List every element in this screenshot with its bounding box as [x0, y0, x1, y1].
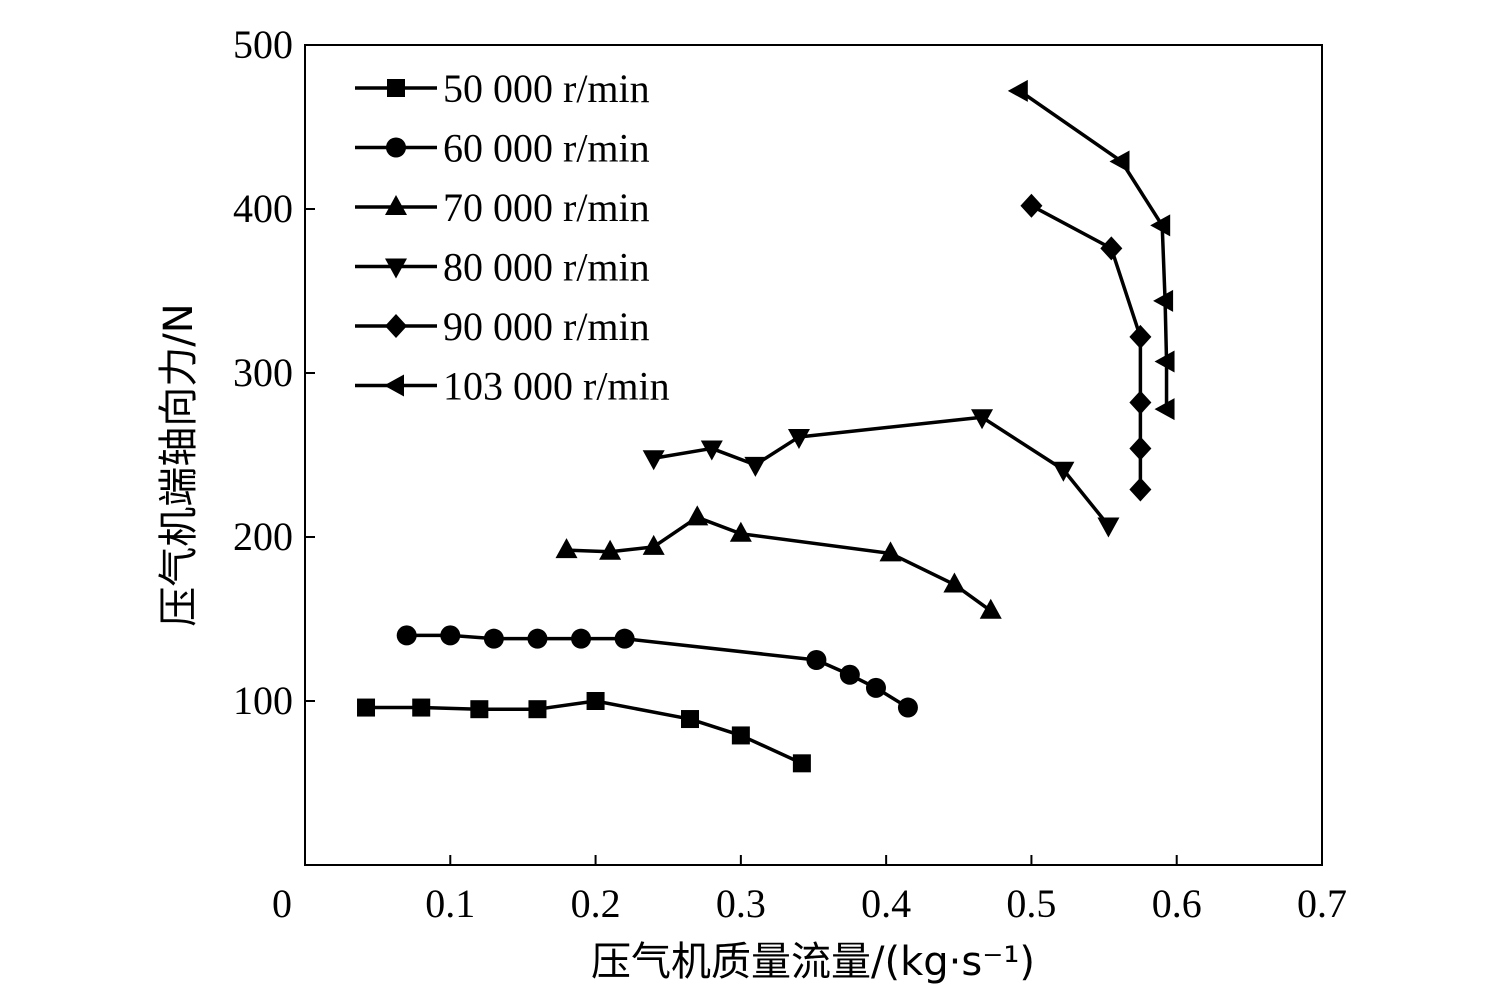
legend-label: 90 000 r/min	[443, 304, 650, 349]
data-point	[1129, 390, 1152, 415]
legend-label: 103 000 r/min	[443, 364, 670, 409]
legend-marker	[384, 374, 404, 397]
data-point	[527, 628, 548, 649]
data-point	[1129, 436, 1152, 461]
legend-marker	[385, 195, 407, 215]
x-tick-label: 0	[272, 881, 292, 926]
data-point	[1129, 324, 1152, 349]
legend-item: 70 000 r/min	[355, 185, 650, 230]
series-line	[406, 633, 909, 710]
data-point	[1109, 150, 1130, 173]
data-point	[897, 697, 918, 718]
data-point	[787, 428, 810, 449]
legend-label: 60 000 r/min	[443, 126, 650, 171]
y-tick-label: 400	[233, 186, 293, 231]
data-point	[528, 700, 547, 719]
y-tick-label: 500	[233, 22, 293, 67]
x-tick-label: 0.5	[1006, 881, 1056, 926]
data-point	[396, 625, 417, 646]
legend: 50 000 r/min 60 000 r/min 70 000 r/min 80 0…	[355, 66, 670, 409]
data-point	[642, 534, 665, 555]
x-tick-label: 0.1	[425, 881, 475, 926]
data-point	[879, 541, 902, 562]
legend-marker	[385, 314, 407, 338]
legend-item: 90 000 r/min	[355, 304, 650, 349]
data-point	[1154, 398, 1175, 421]
data-point	[586, 692, 605, 710]
data-point	[1150, 214, 1171, 237]
data-point	[971, 409, 994, 430]
plot-frame	[304, 44, 1323, 866]
data-point	[731, 726, 750, 745]
series-line	[653, 415, 1110, 527]
y-tick-label: 200	[233, 514, 293, 559]
series-line	[566, 515, 992, 613]
series-layer	[357, 79, 1175, 773]
data-point	[686, 505, 709, 526]
data-point	[729, 521, 752, 542]
data-point	[1007, 79, 1028, 102]
data-point	[412, 698, 431, 717]
legend-marker	[385, 258, 407, 279]
data-point	[806, 650, 827, 670]
x-tick-label: 0.7	[1297, 881, 1347, 926]
legend-label: 50 000 r/min	[443, 66, 650, 111]
series-2	[396, 625, 918, 718]
legend-label: 70 000 r/min	[443, 185, 650, 230]
x-tick-label: 0.3	[716, 881, 766, 926]
data-point	[440, 625, 461, 646]
y-axis-ticks: 100 200 300 400 500	[233, 22, 315, 723]
legend-item: 80 000 r/min	[355, 245, 650, 290]
data-point	[700, 440, 723, 461]
data-point	[1100, 236, 1123, 261]
data-point	[571, 628, 592, 649]
x-tick-label: 0.4	[861, 881, 911, 926]
series-4	[642, 409, 1120, 538]
data-point	[1020, 193, 1043, 218]
legend-label: 80 000 r/min	[443, 245, 650, 290]
data-point	[839, 664, 860, 685]
data-point	[470, 700, 489, 719]
series-line	[1018, 89, 1169, 410]
legend-item: 50 000 r/min	[355, 66, 650, 111]
legend-item: 103 000 r/min	[355, 364, 670, 409]
data-point	[979, 598, 1002, 619]
series-5	[1020, 193, 1152, 502]
data-point	[681, 710, 700, 729]
y-axis-label: 压气机端轴向力/N	[156, 303, 202, 626]
data-point	[614, 628, 635, 649]
data-point	[1129, 477, 1152, 502]
y-tick-label: 100	[233, 678, 293, 723]
x-tick-label: 0.6	[1152, 881, 1202, 926]
data-point	[1154, 350, 1175, 373]
data-point	[943, 572, 966, 593]
data-point	[1097, 517, 1120, 538]
legend-marker	[387, 79, 405, 97]
data-point	[483, 628, 504, 649]
data-point	[1153, 289, 1174, 312]
data-point	[1052, 461, 1075, 482]
data-point	[642, 450, 665, 471]
series-line	[1030, 204, 1143, 490]
data-point	[744, 456, 767, 477]
data-point	[555, 538, 578, 559]
series-1	[357, 692, 811, 773]
x-axis-label: 压气机质量流量/(kg·s⁻¹)	[591, 939, 1035, 985]
series-3	[555, 505, 1002, 619]
x-tick-label: 0.2	[571, 881, 621, 926]
data-point	[599, 539, 622, 560]
series-6	[1007, 79, 1175, 421]
data-point	[357, 698, 376, 717]
x-axis-ticks: 0 0.1 0.2 0.3 0.4 0.5 0.6 0.7	[272, 855, 1347, 926]
data-point	[792, 754, 811, 773]
data-point	[865, 677, 886, 698]
legend-item: 60 000 r/min	[355, 126, 650, 171]
y-tick-label: 300	[233, 350, 293, 395]
legend-marker	[386, 137, 406, 158]
